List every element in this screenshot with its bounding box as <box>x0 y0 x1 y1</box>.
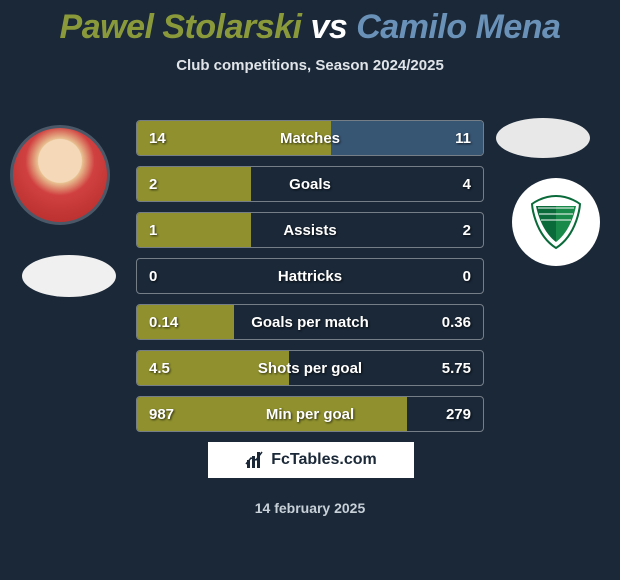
vs-separator: vs <box>310 8 347 46</box>
stat-value-player2: 0.36 <box>442 314 471 331</box>
site-branding: FcTables.com <box>208 442 414 478</box>
comparison-date: 14 february 2025 <box>0 500 620 516</box>
player2-club-badge <box>512 178 600 266</box>
player1-avatar <box>10 125 110 225</box>
stat-label: Assists <box>137 222 483 239</box>
stat-label: Goals <box>137 176 483 193</box>
player1-club-badge-placeholder <box>22 255 116 297</box>
stat-label: Goals per match <box>137 314 483 331</box>
player1-name: Pawel Stolarski <box>60 8 302 46</box>
stat-value-player2: 279 <box>446 406 471 423</box>
stat-label: Min per goal <box>137 406 483 423</box>
stat-row: 987Min per goal279 <box>136 396 484 432</box>
player2-name: Camilo Mena <box>356 8 560 46</box>
stat-row: 0Hattricks0 <box>136 258 484 294</box>
stat-value-player2: 11 <box>455 130 471 147</box>
stat-row: 2Goals4 <box>136 166 484 202</box>
stat-row: 4.5Shots per goal5.75 <box>136 350 484 386</box>
site-name: FcTables.com <box>271 451 377 469</box>
stat-label: Matches <box>137 130 483 147</box>
stat-row: 1Assists2 <box>136 212 484 248</box>
stat-value-player2: 2 <box>463 222 471 239</box>
stat-label: Hattricks <box>137 268 483 285</box>
chart-icon <box>245 450 265 470</box>
stats-table: 14Matches112Goals41Assists20Hattricks00.… <box>136 120 484 442</box>
stat-label: Shots per goal <box>137 360 483 377</box>
club-crest-icon <box>524 190 588 254</box>
stat-row: 14Matches11 <box>136 120 484 156</box>
stat-row: 0.14Goals per match0.36 <box>136 304 484 340</box>
subtitle: Club competitions, Season 2024/2025 <box>0 57 620 74</box>
stat-value-player2: 0 <box>463 268 471 285</box>
stat-value-player2: 4 <box>463 176 471 193</box>
stat-value-player2: 5.75 <box>442 360 471 377</box>
comparison-title: Pawel Stolarski vs Camilo Mena <box>0 0 620 47</box>
player2-secondary-badge-placeholder <box>496 118 590 158</box>
